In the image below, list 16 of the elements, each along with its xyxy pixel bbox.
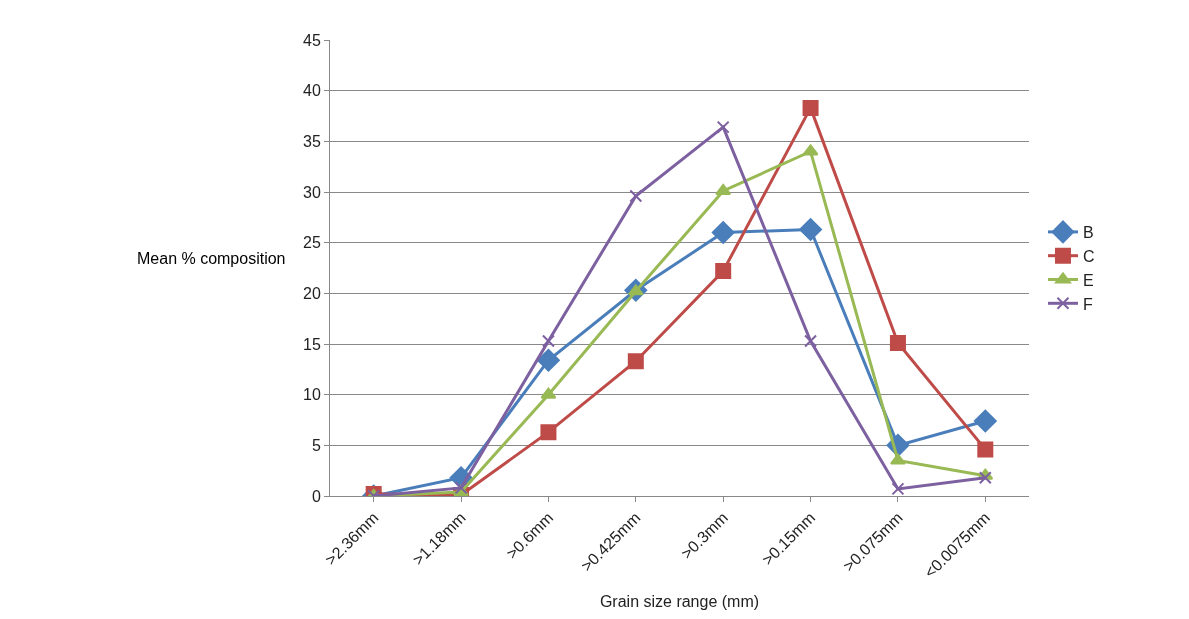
legend-label: C (1082, 247, 1095, 265)
y-axis-title: Mean % composition (137, 250, 286, 267)
y-tick-label: 45 (303, 31, 321, 49)
y-tick-label: 40 (303, 82, 321, 100)
y-tick-label: 30 (303, 183, 321, 201)
y-tick-label: 20 (303, 284, 321, 302)
legend-label: B (1082, 224, 1094, 242)
y-tick-label: 5 (311, 436, 321, 454)
y-tick-label: 15 (303, 335, 321, 353)
y-tick-label: 10 (303, 386, 321, 404)
y-tick-label: 0 (311, 487, 321, 505)
y-tick-label: 35 (303, 132, 321, 150)
legend-label: E (1082, 271, 1094, 289)
legend-label: F (1082, 295, 1093, 313)
y-tick-label: 25 (303, 234, 321, 252)
x-axis-title: Grain size range (mm) (599, 592, 760, 610)
